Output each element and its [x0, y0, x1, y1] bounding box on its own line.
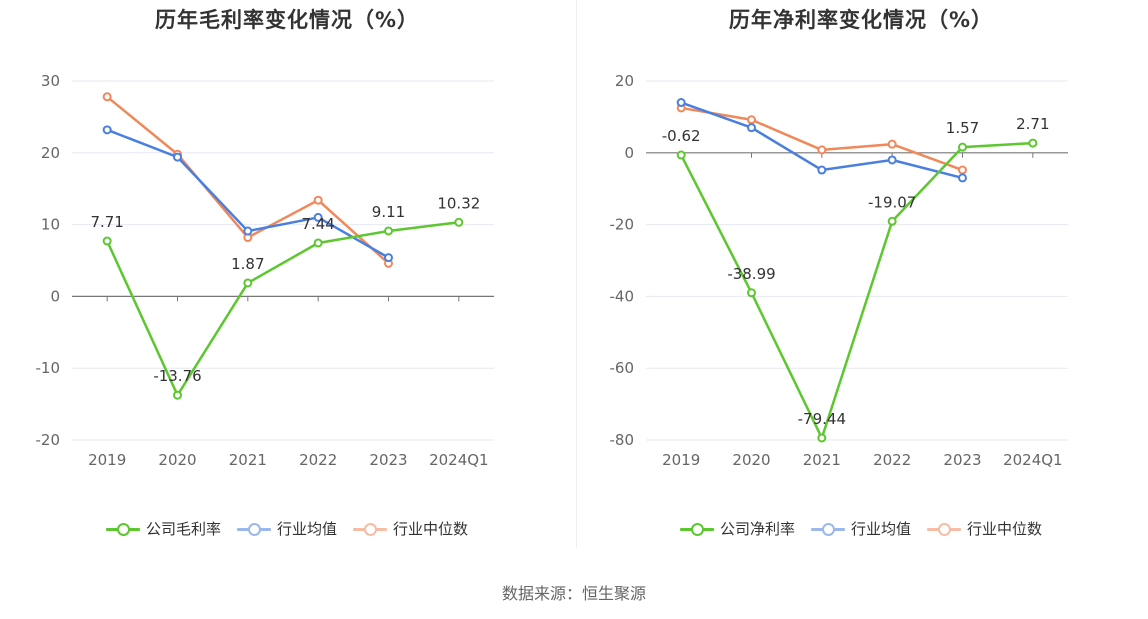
x-tick-label: 2019 — [88, 451, 126, 469]
legend-label: 公司净利率 — [719, 520, 795, 538]
data-point — [676, 98, 686, 108]
data-point — [313, 212, 323, 222]
series-line — [106, 221, 459, 397]
y-tick-label: -10 — [36, 359, 61, 377]
legend-item-company[interactable]: 公司净利率 — [679, 518, 795, 539]
x-tick-label: 2024Q1 — [1003, 451, 1063, 469]
legend-label: 公司毛利率 — [145, 520, 221, 538]
data-label: 7.71 — [90, 213, 123, 231]
data-label: 1.57 — [946, 119, 979, 137]
data-point — [958, 173, 967, 183]
legend-item-company[interactable]: 公司毛利率 — [105, 518, 221, 539]
legend-label: 行业中位数 — [967, 520, 1043, 538]
legend-swatch-icon — [353, 521, 387, 537]
y-tick-label: -80 — [610, 431, 635, 449]
x-tick-label: 2023 — [369, 451, 407, 469]
data-label: 2.71 — [1016, 115, 1049, 133]
legend-swatch-icon — [810, 521, 845, 537]
data-label: 10.32 — [437, 194, 480, 212]
x-tick-label: 2022 — [873, 451, 911, 469]
data-label: -79.44 — [798, 410, 846, 428]
data-point — [817, 145, 827, 155]
x-tick-label: 2022 — [299, 451, 337, 469]
data-label: -19.07 — [868, 193, 916, 211]
data-label: 1.87 — [231, 255, 264, 273]
legend-swatch-icon — [679, 521, 714, 537]
data-label: -13.76 — [153, 367, 201, 385]
x-tick-label: 2020 — [732, 451, 770, 469]
legend-label: 行业中位数 — [393, 520, 469, 538]
data-point — [887, 216, 897, 226]
y-tick-label: -40 — [610, 287, 635, 305]
y-tick-label: 20 — [41, 144, 60, 162]
data-point — [887, 139, 897, 149]
data-point — [958, 142, 967, 152]
legend-label: 行业均值 — [850, 520, 911, 538]
y-tick-label: -60 — [610, 359, 635, 377]
gross-margin-chart: 30 20 10 0 -10 -20 2019 2020 2021 2022 2023 2024Q1 7… — [36, 72, 494, 469]
y-tick-label: -20 — [36, 431, 61, 449]
gross-margin-chart-panel: 历年毛利率变化情况（%） 30 20 10 0 -10 -20 2019 2020 2021 20… — [0, 0, 574, 560]
chart-title: 历年毛利率变化情况（%） — [154, 8, 420, 32]
data-point — [313, 238, 323, 248]
legend-item-industry-average[interactable]: 行业均值 — [236, 518, 337, 539]
data-point — [102, 125, 112, 135]
data-point — [747, 123, 756, 133]
data-point — [173, 390, 182, 400]
legend-item-industry-average[interactable]: 行业均值 — [810, 518, 911, 539]
data-point — [747, 115, 756, 125]
legend-label: 行业均值 — [276, 520, 337, 538]
data-point — [102, 236, 112, 246]
legend-swatch-icon — [927, 521, 961, 537]
net-margin-chart: 20 0 -20 -40 -60 -80 2019 2020 2021 2022 2023 2024Q… — [610, 72, 1068, 469]
data-point — [817, 433, 827, 443]
data-label: 9.11 — [372, 203, 405, 221]
chart-title: 历年净利率变化情况（%） — [728, 8, 994, 32]
data-label: 7.44 — [301, 215, 334, 233]
data-point — [817, 165, 827, 175]
data-point — [243, 226, 253, 236]
panel-divider — [576, 0, 577, 548]
legend-item-industry-median[interactable]: 行业中位数 — [353, 518, 468, 539]
data-point — [313, 195, 323, 205]
legend-item-industry-median[interactable]: 行业中位数 — [927, 518, 1042, 539]
y-tick-label: -20 — [610, 216, 635, 234]
data-point — [384, 253, 393, 263]
data-label: -0.62 — [662, 127, 701, 145]
x-tick-label: 2024Q1 — [429, 451, 489, 469]
data-label: -38.99 — [727, 265, 775, 283]
net-margin-chart-panel: 历年净利率变化情况（%） 20 0 -20 -40 -60 -80 2019 2020 2021… — [574, 0, 1148, 560]
legend-swatch-icon — [236, 521, 271, 537]
data-point — [676, 150, 686, 160]
data-point — [454, 217, 464, 227]
data-point — [384, 226, 393, 236]
series-line — [680, 141, 1033, 440]
y-tick-label: 30 — [41, 72, 60, 90]
chart-legend: 公司净利率 行业均值 行业中位数 — [574, 518, 1148, 539]
y-tick-label: 20 — [615, 72, 634, 90]
y-tick-label: 10 — [41, 216, 60, 234]
x-tick-label: 2023 — [943, 451, 981, 469]
data-point — [243, 278, 253, 288]
data-point — [102, 92, 112, 102]
data-source-note: 数据来源：恒生聚源 — [501, 584, 646, 603]
x-tick-label: 2019 — [662, 451, 700, 469]
x-tick-label: 2021 — [229, 451, 267, 469]
data-point — [958, 165, 967, 175]
y-tick-label: 0 — [624, 144, 634, 162]
chart-legend: 公司毛利率 行业均值 行业中位数 — [0, 518, 574, 539]
data-point — [887, 155, 897, 165]
data-point — [1028, 138, 1038, 148]
data-point — [173, 152, 182, 162]
legend-swatch-icon — [105, 521, 140, 537]
x-tick-label: 2021 — [803, 451, 841, 469]
y-tick-label: 0 — [50, 287, 60, 305]
data-point — [747, 288, 756, 298]
x-tick-label: 2020 — [158, 451, 196, 469]
